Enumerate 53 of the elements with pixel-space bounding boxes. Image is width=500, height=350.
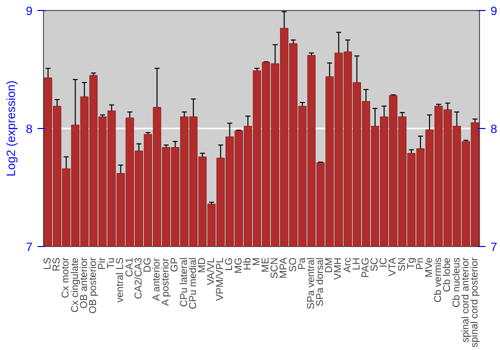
x-tick-label: LH xyxy=(351,257,362,270)
x-tick-label: Hb xyxy=(242,257,254,270)
x-tick-label: Arc xyxy=(342,258,354,272)
x-tick-label: A posterior xyxy=(160,257,172,306)
x-tick-label: Cx motor xyxy=(60,256,72,298)
x-tick-label: OB anterior xyxy=(78,256,90,309)
x-tick-label: VPM/VPL xyxy=(215,257,226,301)
x-tick-label: ME xyxy=(260,257,272,272)
x-tick-label: spinal cord anterior xyxy=(460,256,472,343)
x-tick-label: Tg xyxy=(406,258,417,270)
x-tick-label: VMH xyxy=(333,257,344,280)
x-tick-label: Cb nucleus xyxy=(451,258,462,308)
x-tick-label: DG xyxy=(142,257,154,272)
y2-tick-label: 8 xyxy=(490,122,498,136)
x-tick-label: IC xyxy=(378,258,390,268)
x-tick-label: spinal cord posterior xyxy=(469,256,480,348)
x-tick-label: CA1 xyxy=(124,257,136,277)
x-tick-label: MPA xyxy=(278,257,290,278)
x-tick-label: Pa xyxy=(296,257,308,270)
x-tick-label: SO xyxy=(288,257,299,272)
x-tick-label: M xyxy=(251,257,262,266)
x-tick-label: CPu lateral xyxy=(178,258,190,307)
x-tick-label: ventral LS xyxy=(115,257,126,303)
x-tick-label: SPa ventral xyxy=(306,257,317,310)
x-tick-label: A anterior xyxy=(152,257,163,301)
y2-tick-label: 7 xyxy=(490,240,498,254)
x-tick-label: MD xyxy=(196,257,208,274)
x-tick-label: CA2/CA3 xyxy=(133,257,144,300)
x-tick-label: Pir xyxy=(97,256,108,270)
y-tick-label: 7 xyxy=(26,240,33,254)
x-tick-label: LS xyxy=(42,257,54,270)
x-tick-label: SCN xyxy=(270,257,281,279)
x-tick-label: Cb lobe xyxy=(442,257,454,292)
x-tick-label: GP xyxy=(170,257,181,272)
x-tick-label: OB posterior xyxy=(88,256,99,314)
x-tick-label: LG xyxy=(224,257,236,271)
x-tick-label: DM xyxy=(324,257,336,274)
x-tick-label: SC xyxy=(370,257,381,272)
y2-tick-label: 9 xyxy=(490,4,498,18)
x-tick-label: CPu medial xyxy=(188,257,199,310)
x-tick-label: VTA xyxy=(388,257,399,276)
x-tick-label: PAG xyxy=(360,257,372,278)
x-tick-label: MVe xyxy=(424,257,436,278)
x-tick-label: RS xyxy=(52,257,63,272)
x-tick-label: MG xyxy=(233,257,244,274)
y-axis-title: Log2 (expression) xyxy=(4,80,18,177)
y-tick-label: 9 xyxy=(26,4,33,18)
x-tick-label: SPa dorsal xyxy=(315,257,326,306)
x-tick-label: SN xyxy=(396,257,408,272)
x-tick-label: Tu xyxy=(106,257,118,269)
x-tick-label: Cx cingulate xyxy=(70,257,81,313)
x-tick-label: Pn xyxy=(414,257,426,270)
y-tick-label: 8 xyxy=(26,122,33,136)
